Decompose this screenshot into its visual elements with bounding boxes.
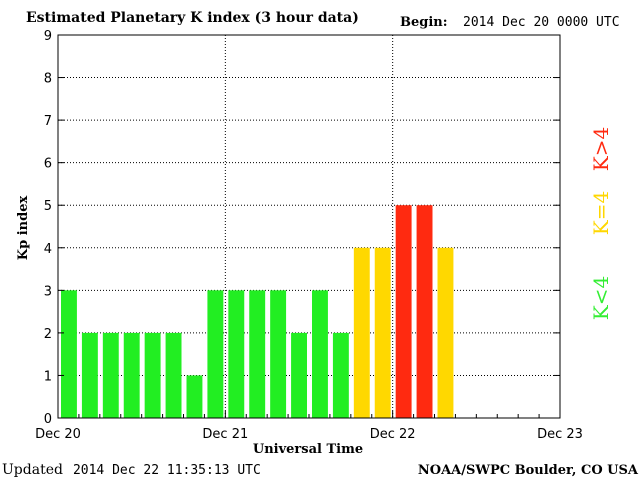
kp-bar	[395, 205, 412, 418]
kp-bar	[207, 290, 224, 418]
kp-bar	[270, 290, 287, 418]
kp-bar	[102, 332, 119, 418]
y-axis: 0 1 2 3 4 5 6 7 8 9	[44, 29, 560, 427]
kp-bar	[312, 290, 328, 418]
bars	[61, 205, 454, 418]
footer-updated: Updated 2014 Dec 22 11:35:13 UTC	[2, 461, 261, 478]
y-tick-label: 2	[44, 327, 52, 342]
y-tick-label: 8	[44, 72, 52, 87]
kp-bar	[228, 290, 245, 418]
y-tick-label: 7	[44, 114, 52, 129]
kp-bar	[249, 290, 266, 418]
legend-item: K>4	[589, 127, 613, 171]
kp-bar	[123, 332, 140, 418]
kp-bar	[81, 332, 98, 418]
kp-bar	[332, 332, 349, 418]
y-tick-label: 6	[44, 157, 52, 172]
begin-label: Begin:	[400, 15, 448, 30]
x-axis-label: Universal Time	[253, 442, 363, 457]
legend-item: K<4	[589, 276, 613, 320]
legend: K<4 K=4 K>4	[589, 127, 613, 320]
chart-title: Estimated Planetary K index (3 hour data…	[26, 10, 359, 26]
y-axis-label: Kp index	[16, 196, 31, 261]
x-tick-label: Dec 23	[537, 427, 583, 442]
legend-item: K=4	[589, 191, 613, 235]
y-tick-label: 5	[44, 199, 52, 214]
updated-label: Updated	[2, 462, 63, 478]
footer-credit: NOAA/SWPC Boulder, CO USA	[418, 463, 639, 478]
kp-bar	[353, 247, 370, 418]
kp-bar	[144, 332, 161, 418]
kp-bar	[374, 247, 391, 418]
kp-bar	[416, 205, 433, 418]
x-tick-label: Dec 21	[202, 427, 248, 442]
begin-value: 2014 Dec 20 0000 UTC	[463, 15, 620, 30]
x-tick-label: Dec 20	[35, 427, 81, 442]
kp-bar	[186, 375, 203, 418]
kp-bar	[291, 332, 307, 418]
y-tick-label: 9	[44, 29, 52, 44]
y-tick-label: 3	[44, 284, 52, 299]
x-tick-label: Dec 22	[370, 427, 416, 442]
x-axis: Dec 20 Dec 21 Dec 22 Dec 23	[35, 411, 583, 442]
y-tick-label: 1	[44, 369, 52, 384]
kp-bar	[61, 290, 77, 418]
y-tick-label: 4	[44, 242, 52, 257]
kp-bar	[437, 247, 454, 418]
y-tick-label: 0	[44, 412, 52, 427]
updated-value: 2014 Dec 22 11:35:13 UTC	[73, 463, 261, 478]
kp-bar	[165, 332, 182, 418]
grid-lines	[58, 35, 560, 418]
